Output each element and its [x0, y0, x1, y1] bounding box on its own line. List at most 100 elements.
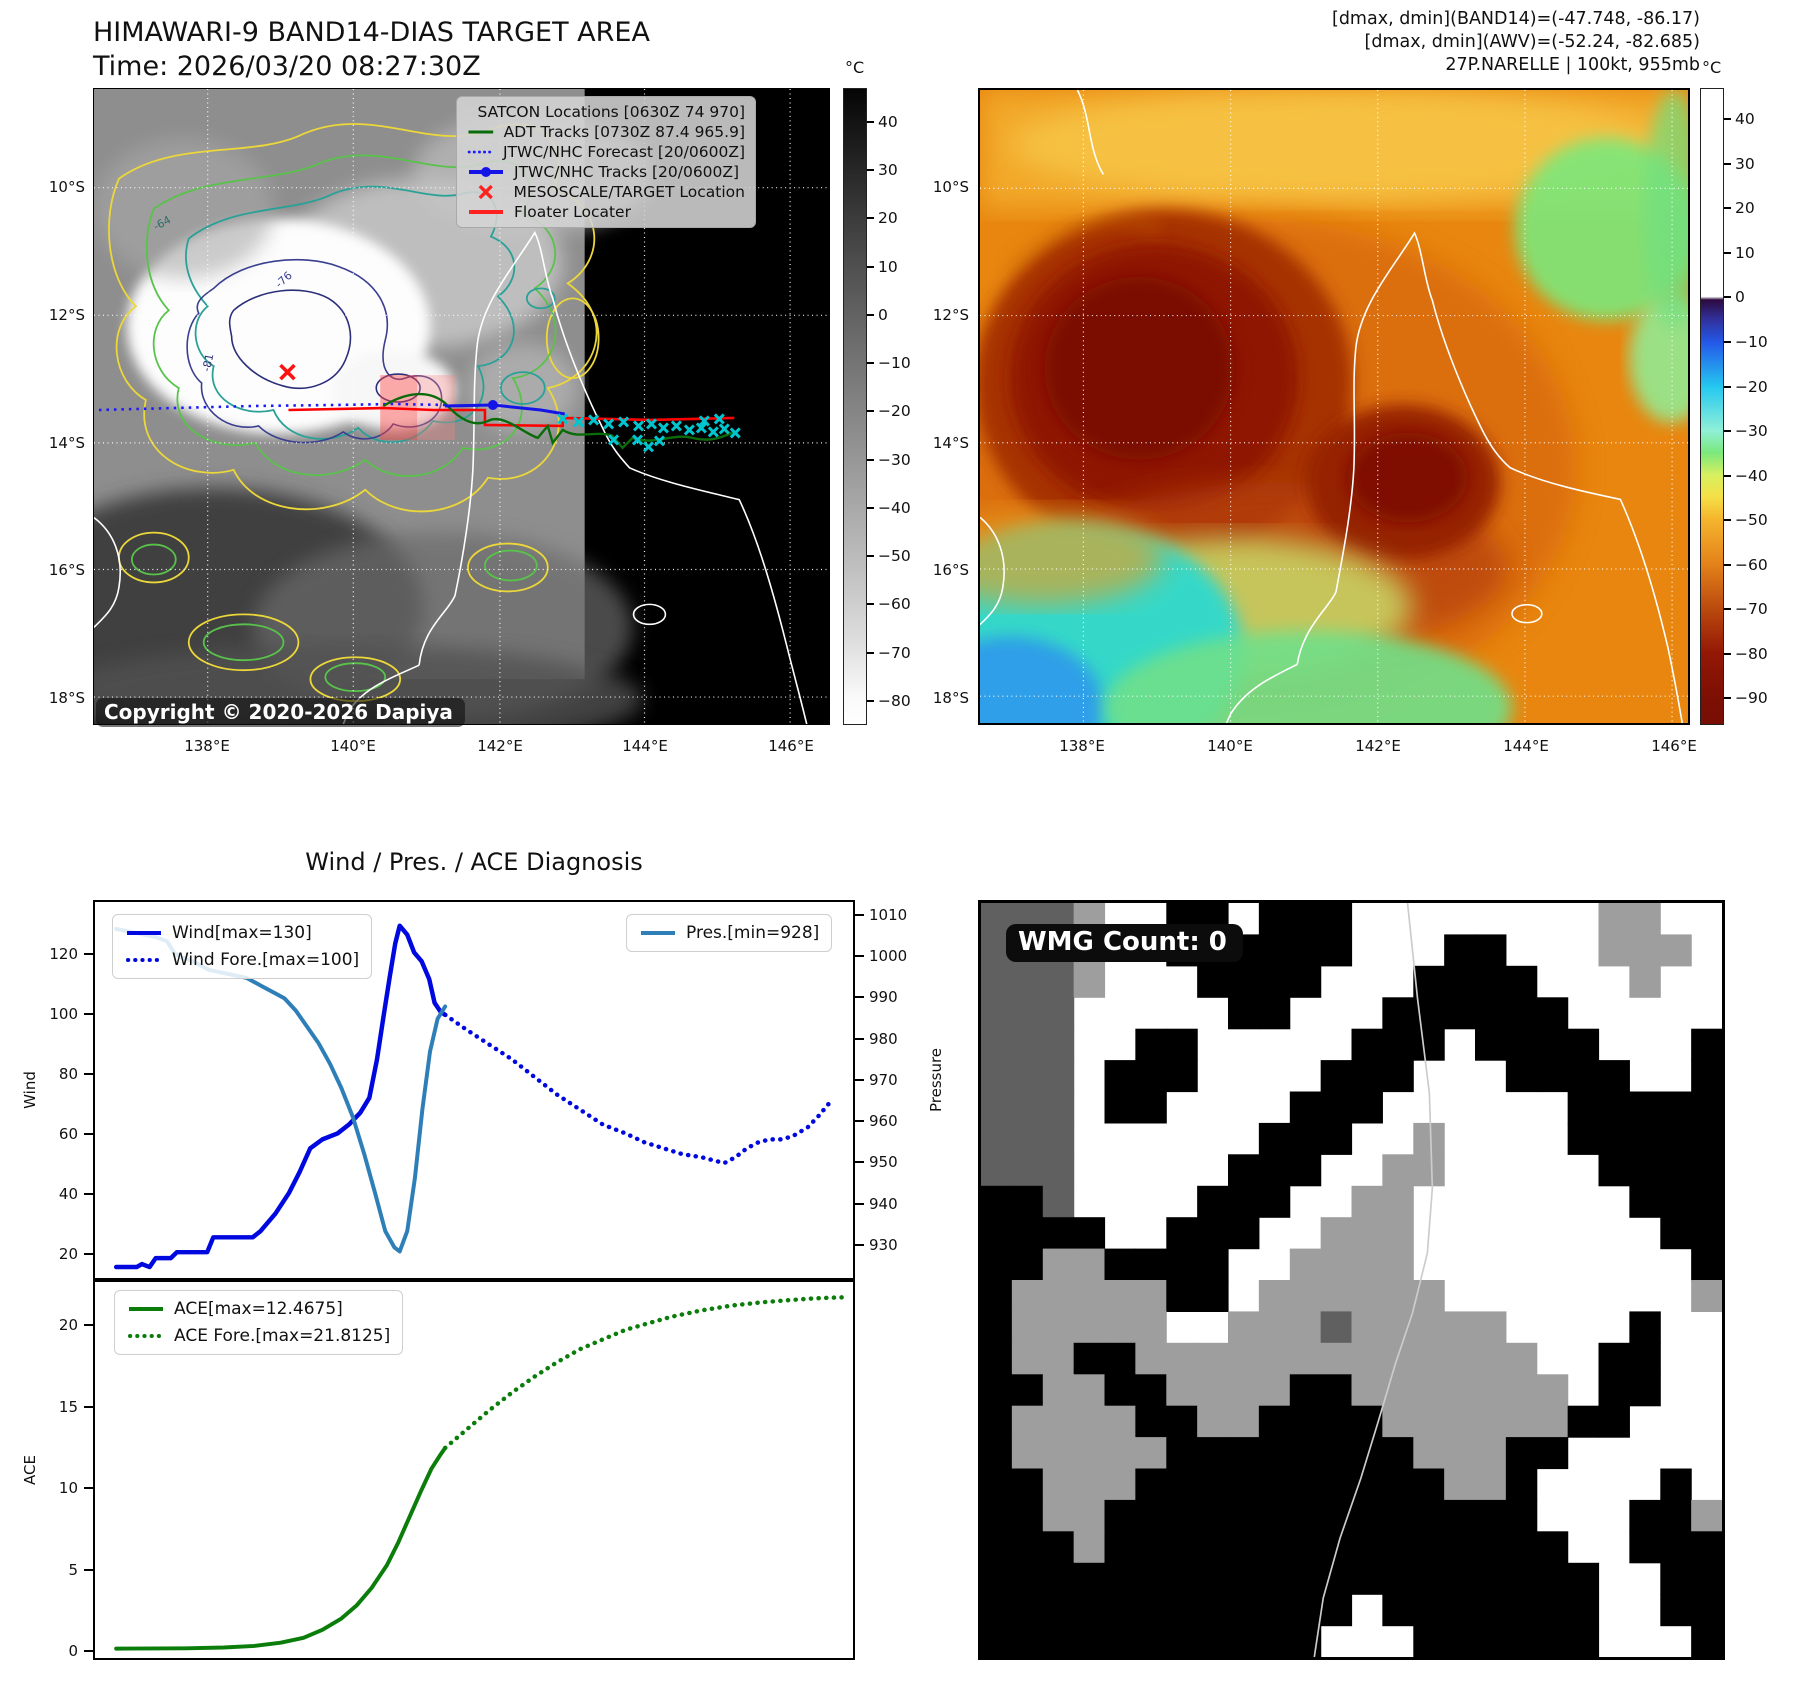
series-dotted [442, 1295, 844, 1451]
band14-colorbar-tick: −80 [867, 691, 911, 710]
band14-lon-tick-label: 144°E [622, 737, 668, 755]
wind-ytick-mark [84, 1073, 93, 1075]
band14-lon-tick-label: 142°E [477, 737, 523, 755]
coastline [980, 90, 1684, 723]
wind-ytick-mark [84, 953, 93, 955]
band14-legend-label: Floater Locater [514, 203, 631, 221]
band14-colorbar-tick: −70 [867, 643, 911, 662]
ace-legend-label: ACE Fore.[max=21.8125] [174, 1326, 391, 1346]
wind-ytick-label: 60 [58, 1124, 78, 1143]
wind-ytick-label: 100 [49, 1005, 78, 1023]
band14-legend-label: JTWC/NHC Forecast [20/0600Z] [502, 143, 745, 161]
line-marker-icon [641, 931, 675, 935]
ace-ytick-label: 5 [68, 1560, 78, 1579]
wind-ytick-mark [84, 1192, 93, 1195]
wind-ytick-right-label: 930 [869, 1235, 898, 1254]
band14-lon-tick-label: 146°E [768, 737, 814, 755]
band14-lon-tick-label: 138°E [184, 737, 230, 755]
band14-legend-item: MESOSCALE/TARGET Location [467, 183, 745, 201]
wind-ytick-right-mark [855, 1120, 864, 1123]
wind-ytick-right-mark [855, 1202, 864, 1205]
wind-ytick-right-mark [855, 1161, 864, 1164]
ace-ytick-mark [84, 1487, 93, 1489]
awv-lon-tick-label: 146°E [1651, 737, 1697, 755]
band14-colorbar-tick: −10 [867, 354, 911, 373]
wind-legend: Wind[max=130] Wind Fore.[max=100] [112, 914, 373, 979]
wind-ytick-mark [84, 1013, 93, 1015]
band14-lat-tick-label: 16°S [48, 561, 85, 579]
wind-ytick-label: 120 [49, 945, 78, 963]
wind-ytick-label: 20 [58, 1244, 78, 1263]
ace-ytick-mark [84, 1405, 93, 1408]
jtwc-forecast-track [98, 402, 450, 412]
band14-legend: SATCON Locations [0630Z 74 970] ADT Track… [456, 96, 756, 228]
line-marker-icon [127, 931, 161, 935]
band14-colorbar-tick: 40 [867, 112, 898, 131]
wind-legend-label: Wind[max=130] [172, 923, 312, 943]
ace-legend-item: ACE[max=12.4675] [127, 1299, 390, 1319]
awv-colorbar-tick: 10 [1724, 243, 1755, 262]
awv-header: [dmax, dmin](BAND14)=(-47.748, -86.17) [… [1100, 8, 1700, 77]
awv-colorbar-unit: °C [1702, 58, 1722, 77]
band14-colorbar-unit: °C [845, 58, 865, 77]
band14-title: HIMAWARI-9 BAND14-DIAS TARGET AREA [93, 17, 650, 48]
wind-legend-label: Wind Fore.[max=100] [172, 950, 360, 970]
ace-ytick-mark [84, 1568, 93, 1571]
awv-colorbar-tick: −10 [1724, 332, 1768, 351]
band14-lat-tick-label: 10°S [48, 178, 85, 196]
line-marker-icon [469, 210, 503, 214]
band14-legend-label: JTWC/NHC Tracks [20/0600Z] [514, 163, 740, 181]
ace-ytick-mark [84, 1650, 93, 1652]
ace-ytick-label: 20 [58, 1316, 78, 1334]
awv-lon-tick-label: 144°E [1503, 737, 1549, 755]
band14-legend-item: Floater Locater [467, 203, 745, 221]
band14-colorbar-tick: −30 [867, 450, 911, 469]
jtwc-track [445, 403, 565, 416]
awv-lat-tick-label: 16°S [932, 561, 969, 579]
band14-legend-label: MESOSCALE/TARGET Location [513, 183, 745, 201]
ace-legend-item: ACE Fore.[max=21.8125] [127, 1326, 390, 1346]
wmg-map [978, 900, 1725, 1660]
track-overlay [98, 363, 742, 453]
wind-ytick-label: 80 [58, 1065, 78, 1083]
awv-colorbar-tick: 30 [1724, 154, 1755, 173]
pressure-axis-label: Pressure [927, 1047, 945, 1113]
series-dotted [442, 1012, 831, 1166]
dotted-marker-icon [126, 958, 162, 962]
awv-colorbar-tick: −40 [1724, 466, 1768, 485]
diagnosis-title: Wind / Pres. / ACE Diagnosis [305, 848, 643, 876]
copyright-label: Copyright © 2020-2026 Dapiya [96, 698, 465, 727]
ace-ytick-label: 15 [58, 1397, 78, 1416]
awv-lat-tick-label: 18°S [932, 689, 969, 707]
graticule [980, 90, 1688, 723]
awv-lat-tick-label: 10°S [932, 178, 969, 196]
band14-legend-item: JTWC/NHC Tracks [20/0600Z] [467, 163, 745, 181]
dotted-marker-icon [467, 150, 494, 154]
awv-lon-tick-label: 140°E [1207, 737, 1253, 755]
ace-legend-label: ACE[max=12.4675] [174, 1299, 343, 1319]
line-marker-icon [129, 1307, 163, 1311]
band14-colorbar-tick: −50 [867, 547, 911, 566]
wmg-cells [981, 903, 1722, 1657]
awv-colorbar-tick: 40 [1724, 110, 1755, 129]
pressure-legend: Pres.[min=928] [626, 914, 833, 952]
band14-title-block: HIMAWARI-9 BAND14-DIAS TARGET AREA Time:… [93, 16, 650, 84]
ace-legend: ACE[max=12.4675] ACE Fore.[max=21.8125] [114, 1290, 404, 1355]
awv-lat-tick-label: 14°S [932, 434, 969, 452]
band14-colorbar-tick: 30 [867, 161, 898, 179]
line-marker-icon [468, 130, 494, 134]
band14-lon-tick-label: 140°E [330, 737, 376, 755]
band14-lat-tick-label: 14°S [48, 434, 85, 452]
band14-legend-label: ADT Tracks [0730Z 87.4 965.9] [503, 123, 745, 141]
band14-colorbar-tick: −20 [867, 402, 911, 421]
wind-ytick-mark [84, 1132, 93, 1135]
awv-lon-tick-label: 142°E [1355, 737, 1401, 755]
awv-colorbar-tick: 20 [1724, 199, 1755, 218]
wind-ytick-right-label: 970 [869, 1070, 898, 1089]
band14-lat-tick-label: 12°S [48, 306, 85, 324]
series-solid [113, 923, 448, 1270]
awv-colorbar-tick: −30 [1724, 422, 1768, 440]
wind-ytick-right-mark [855, 1037, 864, 1040]
wind-ytick-right-mark [855, 913, 864, 916]
storm-id-intensity: 27P.NARELLE | 100kt, 955mb [1445, 55, 1700, 76]
